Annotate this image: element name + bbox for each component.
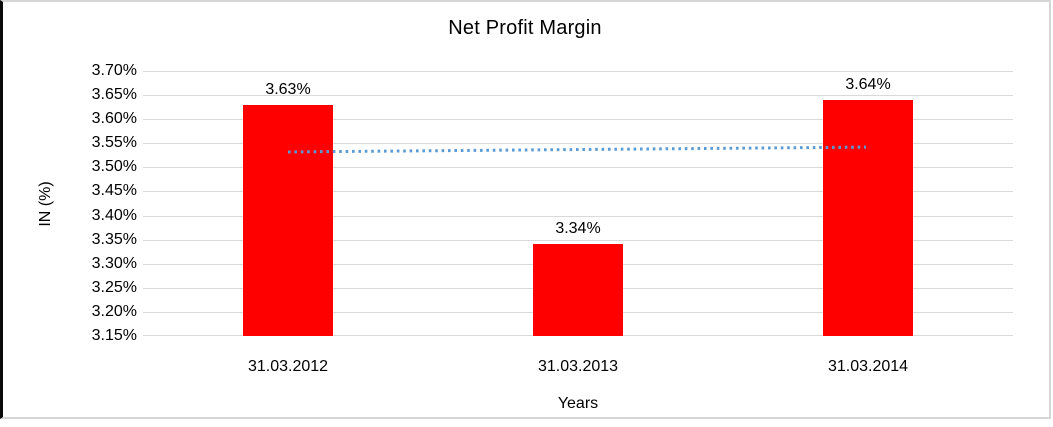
y-tick-label: 3.30% bbox=[91, 254, 137, 272]
gridline bbox=[143, 215, 1013, 217]
y-tick-label: 3.20% bbox=[91, 302, 137, 320]
gridline bbox=[143, 191, 1013, 193]
y-tick-label: 3.40% bbox=[91, 206, 137, 224]
bar-value-label: 3.63% bbox=[265, 80, 311, 98]
gridline bbox=[143, 119, 1013, 121]
gridline bbox=[143, 167, 1013, 169]
y-tick-label: 3.35% bbox=[91, 230, 137, 248]
chart-title: Net Profit Margin bbox=[448, 17, 602, 39]
bar-value-label: 3.34% bbox=[555, 220, 601, 238]
y-tick-label: 3.65% bbox=[91, 86, 137, 104]
y-tick-label: 3.60% bbox=[91, 110, 137, 128]
y-tick-label: 3.55% bbox=[91, 134, 137, 152]
y-tick-label: 3.25% bbox=[91, 278, 137, 296]
y-tick-label: 3.45% bbox=[91, 182, 137, 200]
gridline bbox=[143, 239, 1013, 241]
gridline bbox=[143, 95, 1013, 97]
x-tick-label: 31.03.2012 bbox=[247, 358, 329, 375]
bar-value-label: 3.64% bbox=[845, 75, 891, 93]
y-tick-label: 3.15% bbox=[91, 327, 137, 344]
y-tick-label: 3.50% bbox=[91, 158, 137, 176]
y-tick-label: 3.70% bbox=[91, 62, 137, 79]
plot-area bbox=[143, 71, 1013, 336]
trendline bbox=[287, 145, 867, 154]
gridline bbox=[143, 143, 1013, 145]
x-tick-label: 31.03.2013 bbox=[537, 358, 619, 375]
bar bbox=[243, 104, 333, 336]
x-tick-label: 31.03.2014 bbox=[827, 358, 909, 375]
bar bbox=[533, 244, 623, 336]
x-axis-title: Years bbox=[557, 395, 599, 412]
bar bbox=[823, 99, 913, 336]
gridline bbox=[143, 71, 1013, 72]
